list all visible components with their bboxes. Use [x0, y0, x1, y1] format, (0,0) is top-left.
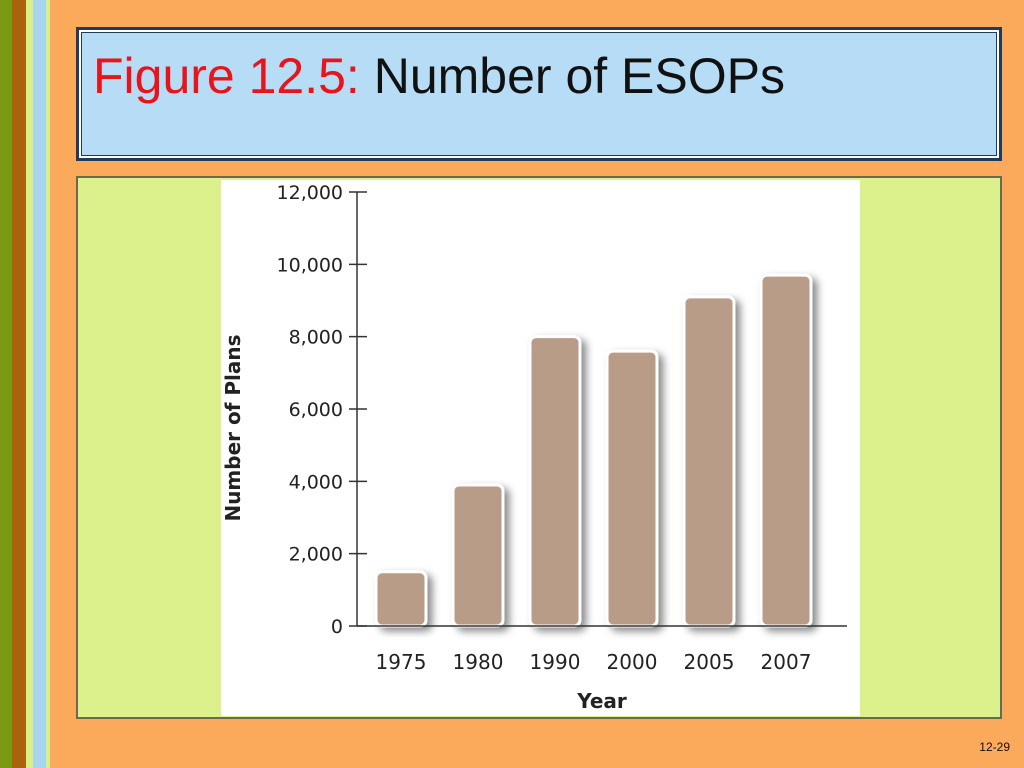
slide-title: Figure 12.5: Number of ESOPs	[93, 46, 785, 106]
y-tick-label: 0	[331, 616, 343, 638]
x-tick-label: 1990	[530, 650, 581, 674]
chart-area: 0 2,000 4,000 6,000 8,000 10,000 12,000 1975 19…	[221, 180, 860, 716]
decor-stripe	[12, 0, 26, 768]
decor-stripe	[26, 0, 33, 768]
x-tick-label: 1980	[453, 650, 504, 674]
title-box: Figure 12.5: Number of ESOPs	[76, 27, 1002, 161]
page-number: 12-29	[979, 740, 1010, 754]
y-tick-label: 8,000	[289, 327, 343, 349]
y-axis-label: Number of Plans	[221, 334, 245, 521]
decor-stripe	[46, 0, 50, 768]
x-axis-label: Year	[576, 689, 627, 713]
bar-2007	[759, 273, 813, 628]
bar-1975	[374, 570, 428, 628]
y-tick-label: 10,000	[277, 254, 343, 276]
x-tick-label: 2005	[684, 650, 735, 674]
y-tick-label: 4,000	[289, 471, 343, 493]
y-tick-label: 12,000	[277, 182, 343, 204]
y-tick-label: 2,000	[289, 544, 343, 566]
figure-label: Figure 12.5:	[93, 48, 360, 104]
decor-stripe	[0, 0, 12, 768]
bar-chart: 0 2,000 4,000 6,000 8,000 10,000 12,000 1975 19…	[221, 182, 847, 713]
y-tick-label: 6,000	[289, 399, 343, 421]
bar-1980	[451, 483, 505, 628]
x-tick-label: 2000	[607, 650, 658, 674]
decor-stripe	[33, 0, 46, 768]
bar-2000	[605, 349, 659, 628]
bar-1990	[528, 335, 582, 628]
chart-panel: 0 2,000 4,000 6,000 8,000 10,000 12,000 1975 19…	[76, 176, 1002, 719]
figure-title: Number of ESOPs	[373, 48, 785, 104]
bar-2005	[682, 295, 736, 628]
x-tick-label: 2007	[761, 650, 812, 674]
x-tick-label: 1975	[376, 650, 427, 674]
